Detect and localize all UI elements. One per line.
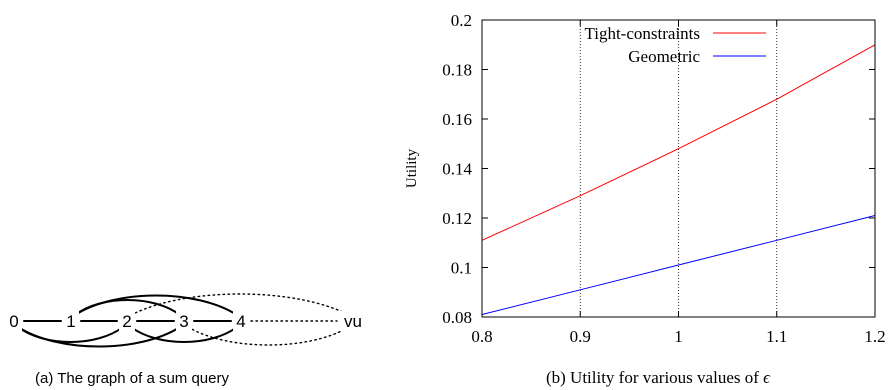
sum-query-graph: 0 1 2 3 4 vu (6, 293, 367, 348)
x-tick-label: 1.2 (864, 327, 885, 346)
graph-node-bg (176, 311, 192, 331)
utility-chart: 0.08 0.1 0.12 0.14 0.16 0.18 0.2 0.8 0.9 1 1.1 1.2 U… (404, 11, 886, 346)
graph-node-vu: vu (344, 312, 362, 331)
graph-edge (74, 294, 238, 316)
x-tick-label: 1 (674, 327, 683, 346)
caption-b-epsilon: ϵ (763, 368, 771, 387)
y-tick-label: 0.2 (451, 11, 472, 30)
y-axis-label: Utility (404, 148, 420, 188)
graph-node-2: 2 (122, 312, 131, 331)
graph-edge-dotted (130, 293, 350, 316)
series-line-geometric (481, 215, 876, 315)
graph-node-3: 3 (179, 312, 188, 331)
graph-edge-dotted (187, 326, 350, 346)
caption-a: (a) The graph of a sum query (35, 370, 229, 387)
caption-b: (b) Utility for various values of ϵ (546, 368, 771, 387)
graph-edge (17, 326, 181, 348)
graph-edge (130, 326, 238, 343)
legend-label: Geometric (628, 47, 700, 66)
y-tick-label: 0.12 (442, 209, 472, 228)
caption-b-text: (b) Utility for various values of (546, 368, 763, 387)
graph-node-bg (6, 311, 22, 331)
y-tick-label: 0.1 (451, 259, 472, 278)
y-tick-label: 0.14 (442, 160, 472, 179)
y-tick-label: 0.18 (442, 61, 472, 80)
graph-node-bg (339, 311, 367, 331)
series-line-tight-constraints (481, 44, 876, 241)
graph-node-4: 4 (236, 312, 245, 331)
graph-node-1: 1 (66, 312, 75, 331)
x-tick-label: 0.9 (570, 327, 591, 346)
graph-node-0: 0 (9, 312, 18, 331)
graph-node-bg (233, 311, 249, 331)
x-tick-label: 1.1 (766, 327, 787, 346)
graph-node-bg (119, 311, 135, 331)
legend-label: Tight-constraints (584, 24, 700, 43)
graph-node-bg (63, 311, 79, 331)
y-tick-label: 0.08 (442, 308, 472, 327)
x-tick-label: 0.8 (471, 327, 492, 346)
y-tick-label: 0.16 (442, 110, 472, 129)
